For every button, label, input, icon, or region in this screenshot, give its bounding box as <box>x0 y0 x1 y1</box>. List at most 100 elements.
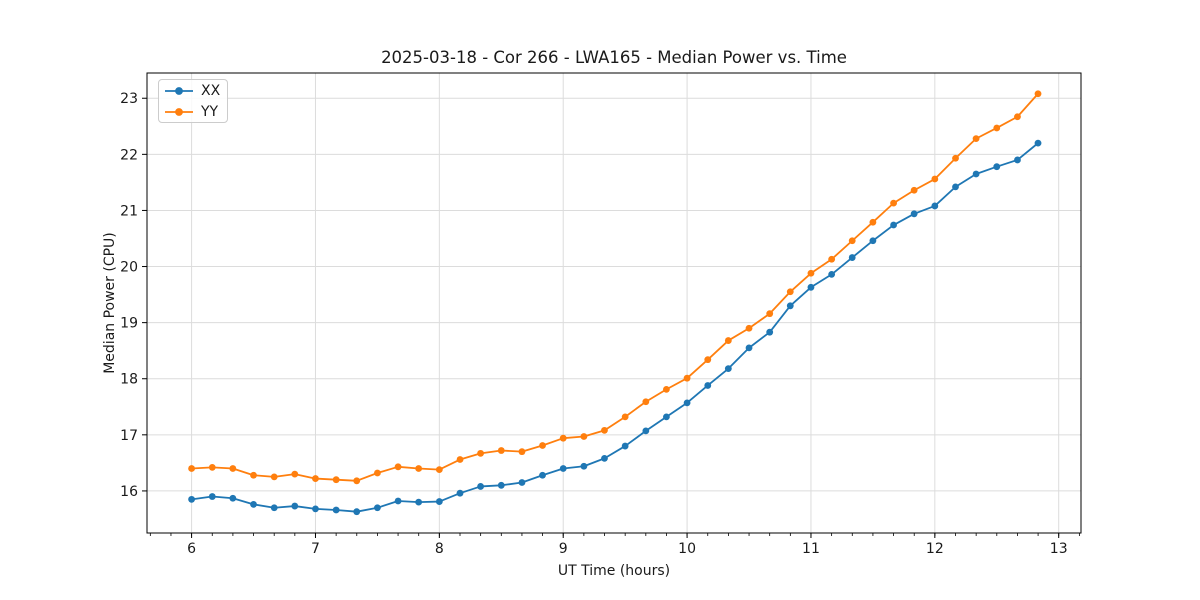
data-point-yy <box>497 447 505 454</box>
data-point-yy <box>642 398 650 406</box>
x-tick-label: 10 <box>678 541 696 557</box>
data-point-yy <box>435 466 443 474</box>
data-point-yy <box>332 476 340 484</box>
data-point-xx <box>972 170 980 178</box>
data-point-xx <box>828 270 836 278</box>
data-point-xx <box>208 493 216 500</box>
data-point-yy <box>291 470 299 478</box>
data-point-xx <box>477 483 484 490</box>
data-point-xx <box>910 210 918 218</box>
data-point-yy <box>910 186 918 194</box>
data-point-xx <box>848 254 856 261</box>
y-tick-label: 23 <box>120 91 138 107</box>
series-line-xx <box>191 142 1039 513</box>
data-point-yy <box>539 442 546 449</box>
yy-sample-marker <box>175 107 183 116</box>
data-point-xx <box>435 498 443 505</box>
data-point-yy <box>456 456 464 463</box>
data-point-xx <box>497 481 505 489</box>
plot-border <box>146 72 1082 534</box>
data-point-xx <box>559 465 567 472</box>
data-point-yy <box>786 288 794 296</box>
data-point-yy <box>807 269 815 277</box>
y-tick-label: 22 <box>120 147 138 163</box>
x-axis-label: UT Time (hours) <box>557 563 671 579</box>
data-point-xx <box>229 494 237 502</box>
y-tick-label: 21 <box>120 203 138 219</box>
data-point-xx <box>807 283 815 291</box>
data-point-xx <box>766 328 774 336</box>
data-point-yy <box>828 255 836 263</box>
data-point-xx <box>786 302 794 310</box>
x-tick-label: 8 <box>435 541 444 557</box>
yy-line-sample-icon <box>165 107 193 116</box>
x-tick-label: 6 <box>187 541 196 557</box>
data-point-yy <box>1014 113 1021 121</box>
y-tick-label: 19 <box>120 316 138 332</box>
data-point-yy <box>270 473 278 481</box>
data-point-xx <box>869 237 877 245</box>
data-point-xx <box>456 489 464 497</box>
data-point-yy <box>394 463 402 471</box>
data-point-yy <box>1034 90 1042 98</box>
data-point-xx <box>539 471 546 479</box>
data-point-yy <box>188 465 195 472</box>
x-tick-label: 11 <box>802 541 820 557</box>
data-point-yy <box>683 374 691 382</box>
data-point-yy <box>766 310 774 318</box>
data-point-xx <box>745 344 753 352</box>
data-point-xx <box>394 497 402 505</box>
y-tick-label: 16 <box>120 484 138 500</box>
data-point-xx <box>931 202 939 210</box>
data-point-xx <box>601 454 608 462</box>
data-point-xx <box>704 382 712 389</box>
data-point-yy <box>477 449 484 457</box>
data-point-yy <box>559 434 567 442</box>
data-point-yy <box>621 413 629 421</box>
data-point-xx <box>518 479 526 486</box>
data-point-xx <box>291 502 299 510</box>
data-point-xx <box>621 442 629 450</box>
data-point-yy <box>580 433 588 440</box>
data-point-yy <box>662 385 670 393</box>
legend-label-xx: XX <box>201 82 221 99</box>
data-point-yy <box>415 465 423 472</box>
data-point-yy <box>353 477 361 485</box>
data-point-xx <box>415 498 423 506</box>
data-point-xx <box>890 221 897 229</box>
data-point-xx <box>1014 156 1021 164</box>
data-point-xx <box>952 183 959 191</box>
y-tick-label: 17 <box>120 428 138 444</box>
y-axis-label: Median Power (CPU) <box>102 232 118 374</box>
data-point-xx <box>580 462 588 470</box>
data-point-yy <box>931 175 939 183</box>
data-point-xx <box>724 365 732 373</box>
data-point-yy <box>312 475 319 482</box>
legend-item-yy: YY <box>165 103 227 121</box>
x-tick-label: 12 <box>926 541 944 557</box>
data-point-xx <box>250 500 257 508</box>
x-tick-label: 7 <box>311 541 320 557</box>
x-tick-label: 9 <box>559 541 568 557</box>
data-point-xx <box>642 427 650 435</box>
data-point-yy <box>848 237 856 245</box>
data-point-xx <box>332 506 340 514</box>
data-point-xx <box>353 508 361 516</box>
data-point-yy <box>601 426 608 434</box>
y-tick-label: 20 <box>120 260 138 276</box>
chart-title: 2025-03-18 - Cor 266 - LWA165 - Median P… <box>381 48 847 67</box>
data-point-xx <box>312 505 319 513</box>
data-point-yy <box>704 356 712 364</box>
data-point-xx <box>683 399 691 407</box>
xx-sample-marker <box>175 86 183 95</box>
data-point-yy <box>745 324 753 332</box>
legend: XX YY <box>158 79 228 123</box>
legend-label-yy: YY <box>201 103 219 120</box>
x-tick-label: 13 <box>1050 541 1068 557</box>
data-point-yy <box>952 154 959 162</box>
data-point-yy <box>890 199 897 207</box>
data-point-yy <box>869 218 877 226</box>
data-point-yy <box>208 463 216 471</box>
